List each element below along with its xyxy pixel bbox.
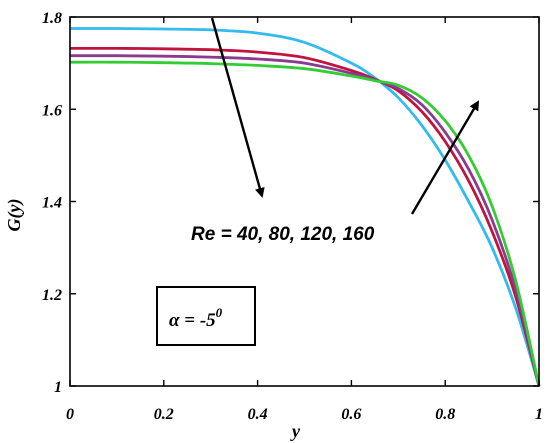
x-tick-label: 0.4 [248,406,268,423]
arrow-decreasing [210,17,265,198]
x-tick-label: 0.6 [341,406,361,423]
y-tick-label: 1 [54,379,62,396]
y-tick-label: 1.4 [42,195,62,212]
x-tick-label: 0.2 [154,406,174,423]
x-tick-labels: 0 0.2 0.4 0.6 0.8 1 [66,406,543,423]
arrow-increasing [410,100,480,215]
x-axis-title: y [290,421,301,441]
alpha-box [156,286,256,346]
x-tick-label: 0.8 [435,406,455,423]
y-tick-label: 1.6 [42,102,62,119]
alpha-label: α = -50 [169,305,223,331]
re-annotation: Re = 40, 80, 120, 160 [191,224,375,245]
y-tick-label: 1.8 [42,10,62,27]
series-line-1 [70,27,541,387]
x-tick-label: 1 [535,406,543,423]
x-tick-label: 0 [66,406,74,423]
y-tick-labels: 1 1.2 1.4 1.6 1.8 [42,10,62,396]
series-line-3 [70,54,541,387]
series-line-2 [69,46,541,387]
y-axis-title: G(y) [4,199,25,232]
series-layer [69,27,541,387]
y-tick-label: 1.2 [42,287,62,304]
series-line-4 [69,60,541,387]
ticks-layer [69,16,540,387]
